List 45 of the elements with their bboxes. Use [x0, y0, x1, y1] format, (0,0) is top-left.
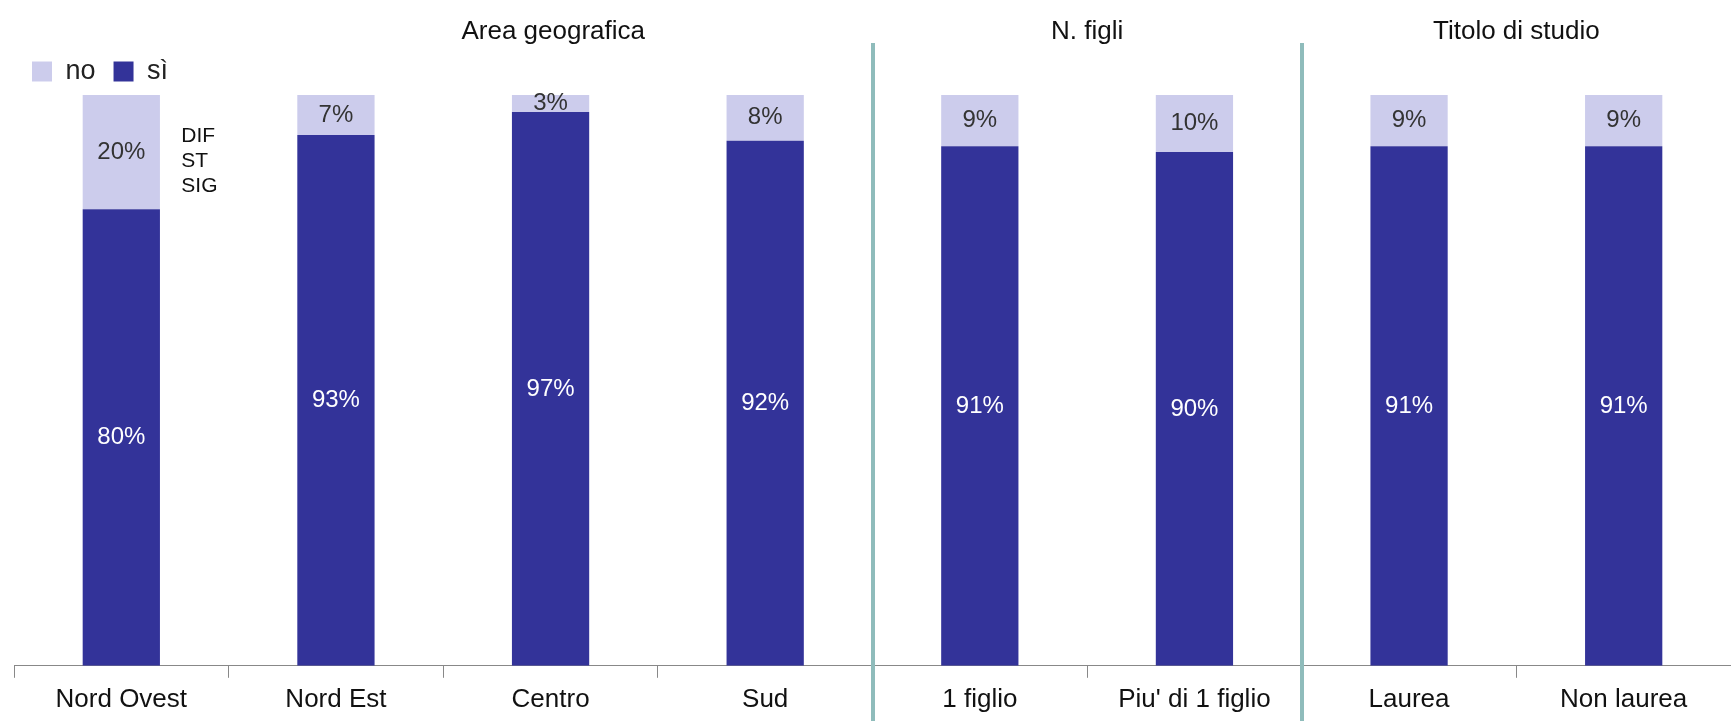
bar [82, 95, 160, 210]
bar [511, 112, 590, 666]
data-label: 92% [741, 387, 790, 415]
legend-label: no [65, 54, 96, 85]
data-label: 20% [97, 136, 146, 164]
bar [941, 146, 1019, 666]
data-label: 91% [1599, 390, 1648, 418]
bar [1155, 95, 1234, 153]
data-label: 91% [955, 390, 1004, 418]
text: N. figli [1051, 15, 1124, 46]
x-tick-label: Sud [742, 682, 789, 713]
bar [82, 209, 160, 666]
annotation: DIF ST SIG [181, 122, 218, 196]
bar [941, 95, 1019, 147]
data-label: 9% [1606, 105, 1642, 133]
data-label: 10% [1170, 108, 1219, 136]
x-tick-label: Laurea [1368, 682, 1451, 713]
bar [1370, 146, 1448, 666]
bar [1585, 95, 1663, 147]
text: Titolo di studio [1433, 15, 1600, 46]
x-tick-label: Nord Est [285, 682, 388, 713]
data-label: 7% [318, 99, 354, 127]
data-label: 97% [526, 373, 575, 401]
data-label: 93% [311, 385, 360, 412]
x-tick-label: Nord Ovest [55, 682, 188, 713]
x-tick-label: 1 figlio [942, 682, 1018, 713]
bar [726, 95, 804, 141]
bar [1585, 146, 1663, 666]
bar [297, 95, 375, 135]
data-label: 90% [1170, 393, 1219, 421]
data-label: 91% [1385, 390, 1434, 418]
bar [726, 140, 804, 666]
bar [297, 134, 375, 666]
data-label: 80% [97, 422, 146, 450]
x-tick-label: Centro [511, 682, 590, 713]
text: Area geografica [461, 15, 646, 46]
data-label: 9% [1391, 105, 1427, 133]
data-label: 9% [962, 105, 998, 133]
x-tick-label: Non laurea [1560, 682, 1688, 713]
legend-label: sì [147, 54, 169, 85]
data-label: 8% [747, 102, 783, 130]
bar [1155, 152, 1234, 666]
bar [1370, 95, 1448, 147]
x-tick-label: Piu' di 1 figlio [1118, 682, 1271, 713]
data-label: 3% [533, 88, 568, 116]
